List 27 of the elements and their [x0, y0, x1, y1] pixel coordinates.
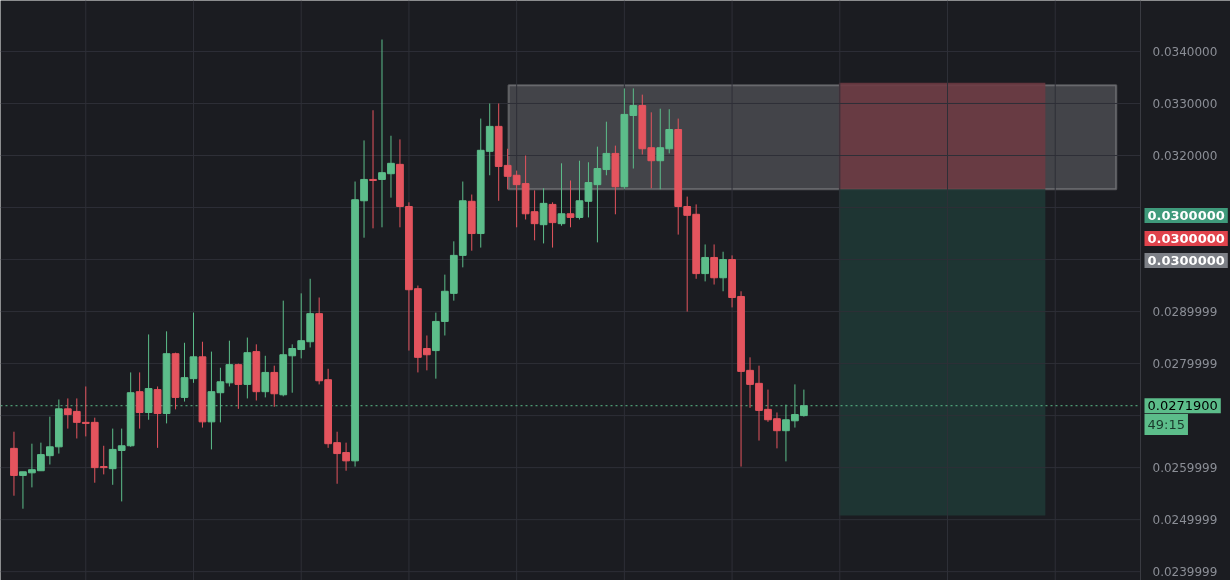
- ref-line-label: 0.0271900: [1147, 398, 1218, 414]
- candlestick: [270, 365, 279, 408]
- candlestick: [261, 355, 270, 398]
- text: 0.0300000: [1147, 231, 1225, 246]
- candlestick: [234, 363, 243, 410]
- y-tick-label: 0.0330000: [1152, 97, 1218, 111]
- text: 49:15: [1147, 417, 1185, 432]
- y-tick-label: 0.0249999: [1152, 513, 1218, 528]
- candlestick: [548, 201, 557, 249]
- candlestick: [719, 251, 727, 292]
- y-tick-label: 0.0259999: [1152, 461, 1218, 476]
- text: 0.0300000: [1147, 253, 1225, 268]
- y-tick-label: 0.0340000: [1152, 44, 1218, 59]
- text: 0.0300000: [1147, 208, 1225, 223]
- candlestick: [539, 187, 548, 244]
- candlestick: [710, 243, 718, 286]
- y-tick-label: 0.0239999: [1152, 565, 1218, 580]
- candlestick: [557, 162, 566, 227]
- y-tick-label: 0.0279999: [1152, 357, 1218, 372]
- candlestick: [566, 179, 575, 228]
- candlestick: [153, 385, 162, 449]
- candlestick: [701, 243, 710, 282]
- candlestick: [369, 109, 377, 229]
- candlestick: [135, 371, 144, 430]
- y-tick-label: 0.0289999: [1152, 305, 1218, 320]
- candlestick: [144, 333, 153, 421]
- y-tick-label: 0.0320000: [1152, 149, 1218, 164]
